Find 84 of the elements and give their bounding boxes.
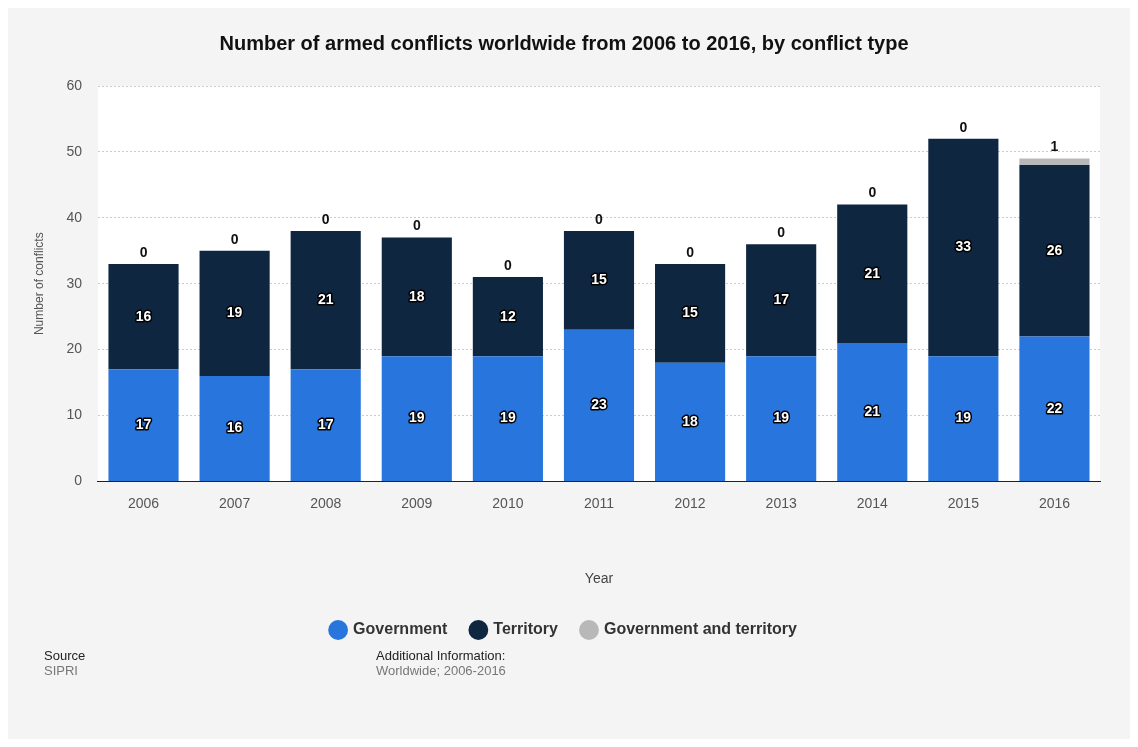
bar <box>1019 165 1090 337</box>
x-tick-label: 2006 <box>127 494 160 511</box>
x-tick-label: 2015 <box>947 494 980 511</box>
bar <box>837 204 908 344</box>
y-tick-label: 10 <box>66 406 83 423</box>
data-label: 18 <box>682 412 699 429</box>
y-tick-label: 60 <box>66 76 83 93</box>
data-label: 0 <box>595 210 604 227</box>
data-label: 19 <box>226 304 243 321</box>
data-label: 0 <box>777 224 786 241</box>
bar <box>1019 336 1090 481</box>
y-tick-label: 0 <box>74 472 83 489</box>
legend-label: Government <box>353 620 449 638</box>
x-tick-label: 2009 <box>401 494 433 511</box>
data-label: 19 <box>500 409 516 426</box>
x-tick-label: 2008 <box>310 494 342 511</box>
data-label: 26 <box>1046 241 1063 258</box>
bar <box>290 369 361 481</box>
y-tick-label: 20 <box>66 340 83 357</box>
data-label: 19 <box>409 409 425 426</box>
data-label: 19 <box>955 409 972 426</box>
data-label: 22 <box>1046 399 1063 416</box>
bar <box>108 369 179 481</box>
bar <box>381 237 452 357</box>
y-tick-label: 50 <box>66 142 83 159</box>
bar <box>928 138 999 357</box>
data-label: 21 <box>864 264 881 281</box>
bar <box>199 250 270 376</box>
data-label: 0 <box>868 184 877 201</box>
data-label: 18 <box>409 287 425 304</box>
data-label: 0 <box>412 217 421 234</box>
x-tick-label: 2013 <box>765 494 797 511</box>
data-label: 15 <box>591 271 607 288</box>
data-label: 0 <box>503 256 512 273</box>
legend-label: Territory <box>493 620 559 638</box>
x-tick-label: 2010 <box>492 494 524 511</box>
bar <box>472 277 543 357</box>
x-axis-title: Year <box>584 570 614 587</box>
bar <box>928 356 999 481</box>
data-label: 1 <box>1050 138 1059 155</box>
data-label: 17 <box>135 415 152 432</box>
data-label: 0 <box>321 210 330 227</box>
data-label: 0 <box>959 118 968 135</box>
text: Worldwide; 2006-2016 <box>376 663 506 678</box>
data-label: 0 <box>139 243 148 260</box>
x-tick-label: 2011 <box>583 494 615 511</box>
x-tick-label: 2012 <box>674 494 706 511</box>
y-axis-title: Number of conflicts <box>31 232 46 336</box>
data-label: 17 <box>773 291 790 308</box>
text: SIPRI <box>44 663 79 678</box>
bar <box>746 244 817 357</box>
y-tick-label: 40 <box>66 208 83 225</box>
x-tick-label: 2016 <box>1038 494 1071 511</box>
bar <box>746 356 817 481</box>
bar <box>108 263 179 370</box>
x-tick-label: 2014 <box>856 494 889 511</box>
data-label: 15 <box>682 304 699 321</box>
bar <box>563 230 635 330</box>
data-label: 0 <box>230 230 239 247</box>
data-label: 21 <box>317 291 334 308</box>
bar <box>381 356 452 481</box>
data-label: 33 <box>955 238 972 255</box>
chart-title: Number of armed conflicts worldwide from 2006 to 2016, by conflict type <box>219 31 909 54</box>
legend-label: Government and territory <box>603 620 797 638</box>
bar <box>563 329 635 481</box>
data-label: 21 <box>864 402 881 419</box>
data-label: 19 <box>773 409 790 426</box>
bar <box>1019 158 1090 166</box>
text: Source <box>44 648 87 663</box>
bar <box>472 356 543 481</box>
x-tick-label: 2007 <box>219 494 251 511</box>
bar <box>199 375 270 481</box>
data-label: 16 <box>135 307 152 324</box>
bar <box>290 230 361 370</box>
bar <box>655 263 726 363</box>
data-label: 12 <box>500 307 516 324</box>
data-label: 17 <box>317 415 334 432</box>
data-label: 0 <box>686 243 695 260</box>
text: Additional Information: <box>376 648 506 663</box>
bar <box>837 343 908 481</box>
data-label: 16 <box>226 419 243 436</box>
data-label: 23 <box>591 396 607 413</box>
bar <box>655 362 726 481</box>
y-tick-label: 30 <box>66 274 83 291</box>
